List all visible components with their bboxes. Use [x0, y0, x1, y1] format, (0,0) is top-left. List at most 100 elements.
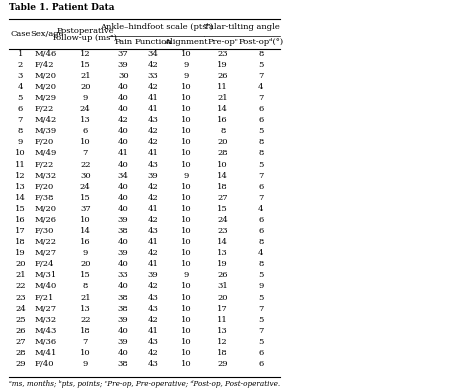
Text: 4: 4: [258, 249, 264, 257]
Text: 22: 22: [80, 161, 91, 168]
Text: Sex/age: Sex/age: [30, 30, 64, 39]
Text: 42: 42: [147, 138, 158, 146]
Text: 10: 10: [181, 50, 191, 58]
Text: 5: 5: [258, 127, 264, 135]
Text: 18: 18: [80, 327, 91, 335]
Text: 10: 10: [181, 294, 191, 301]
Text: 9: 9: [258, 282, 264, 291]
Text: 28: 28: [15, 349, 26, 357]
Text: M/26: M/26: [35, 216, 56, 224]
Text: 12: 12: [80, 50, 91, 58]
Text: 14: 14: [218, 172, 228, 180]
Text: 6: 6: [258, 216, 264, 224]
Text: M/20: M/20: [35, 205, 56, 213]
Text: 43: 43: [147, 338, 158, 346]
Text: 10: 10: [181, 316, 191, 324]
Text: Alignment: Alignment: [164, 38, 208, 46]
Text: 19: 19: [218, 61, 228, 69]
Text: 42: 42: [147, 127, 158, 135]
Text: M/22: M/22: [35, 238, 56, 246]
Text: F/20: F/20: [35, 138, 54, 146]
Text: 15: 15: [80, 272, 91, 279]
Text: 26: 26: [218, 72, 228, 80]
Text: 42: 42: [147, 282, 158, 291]
Text: 40: 40: [118, 138, 128, 146]
Text: 39: 39: [118, 338, 128, 346]
Text: 16: 16: [15, 216, 26, 224]
Text: 17: 17: [15, 227, 26, 235]
Text: 38: 38: [118, 360, 128, 368]
Text: ᵃms, months; ᵇpts, points; ᶜPre-op, Pre-operative; ᵈPost-op, Post-operative.: ᵃms, months; ᵇpts, points; ᶜPre-op, Pre-…: [9, 380, 280, 389]
Text: 40: 40: [118, 349, 128, 357]
Text: 23: 23: [15, 294, 26, 301]
Text: F/42: F/42: [35, 61, 54, 69]
Text: 21: 21: [15, 272, 26, 279]
Text: 8: 8: [258, 138, 264, 146]
Text: 38: 38: [118, 227, 128, 235]
Text: 40: 40: [118, 260, 128, 268]
Text: 42: 42: [147, 349, 158, 357]
Text: 41: 41: [147, 260, 158, 268]
Text: Case: Case: [10, 30, 30, 39]
Text: 10: 10: [181, 238, 191, 246]
Text: M/43: M/43: [35, 327, 57, 335]
Text: 6: 6: [258, 183, 264, 191]
Text: 10: 10: [80, 349, 91, 357]
Text: 10: 10: [181, 83, 191, 91]
Text: 10: 10: [181, 161, 191, 168]
Text: 37: 37: [80, 205, 91, 213]
Text: 43: 43: [147, 116, 158, 124]
Text: 21: 21: [80, 294, 91, 301]
Text: 40: 40: [118, 83, 128, 91]
Text: M/29: M/29: [35, 94, 57, 102]
Text: 41: 41: [147, 149, 158, 158]
Text: 6: 6: [18, 105, 23, 113]
Text: F/22: F/22: [35, 161, 54, 168]
Text: 20: 20: [80, 83, 91, 91]
Text: 24: 24: [15, 305, 26, 313]
Text: 17: 17: [218, 305, 228, 313]
Text: 43: 43: [147, 161, 158, 168]
Text: 41: 41: [147, 327, 158, 335]
Text: 42: 42: [147, 249, 158, 257]
Text: Talar-tilting angle: Talar-tilting angle: [204, 23, 280, 31]
Text: 21: 21: [218, 94, 228, 102]
Text: 9: 9: [183, 72, 189, 80]
Text: F/21: F/21: [35, 294, 54, 301]
Text: follow-up (msᵃ): follow-up (msᵃ): [54, 34, 117, 42]
Text: 26: 26: [15, 327, 26, 335]
Text: 30: 30: [118, 72, 128, 80]
Text: 20: 20: [218, 138, 228, 146]
Text: 23: 23: [218, 50, 228, 58]
Text: 40: 40: [118, 161, 128, 168]
Text: 13: 13: [218, 249, 228, 257]
Text: 11: 11: [15, 161, 26, 168]
Text: F/24: F/24: [35, 260, 54, 268]
Text: 3: 3: [18, 72, 23, 80]
Text: 10: 10: [80, 138, 91, 146]
Text: 42: 42: [147, 83, 158, 91]
Text: 7: 7: [258, 327, 264, 335]
Text: 28: 28: [218, 149, 228, 158]
Text: 41: 41: [147, 238, 158, 246]
Text: 10: 10: [181, 116, 191, 124]
Text: 38: 38: [118, 305, 128, 313]
Text: 41: 41: [147, 105, 158, 113]
Text: 10: 10: [181, 127, 191, 135]
Text: 15: 15: [15, 205, 26, 213]
Text: 15: 15: [80, 61, 91, 69]
Text: M/31: M/31: [35, 272, 57, 279]
Text: 5: 5: [258, 161, 264, 168]
Text: 42: 42: [147, 216, 158, 224]
Text: 14: 14: [15, 194, 26, 202]
Text: 10: 10: [181, 260, 191, 268]
Text: 11: 11: [218, 316, 228, 324]
Text: 10: 10: [181, 327, 191, 335]
Text: M/32: M/32: [35, 172, 57, 180]
Text: F/30: F/30: [35, 227, 54, 235]
Text: 40: 40: [118, 94, 128, 102]
Text: 6: 6: [258, 116, 264, 124]
Text: 8: 8: [258, 260, 264, 268]
Text: 33: 33: [147, 72, 158, 80]
Text: Postoperative: Postoperative: [56, 26, 114, 35]
